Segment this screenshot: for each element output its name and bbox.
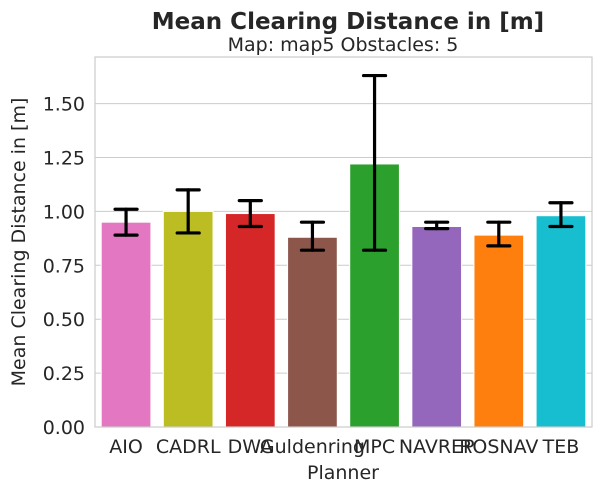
x-tick-label: NAVREP: [399, 436, 475, 458]
chart-title: Mean Clearing Distance in [m]: [152, 9, 544, 35]
y-tick-labels: 0.00 0.25 0.50 0.75 1.00 1.25 1.50: [43, 94, 85, 439]
x-tick-label: AIO: [109, 436, 143, 458]
bar-navrep: [411, 225, 463, 428]
error-bar-rosnav: [486, 220, 512, 248]
bar-cadrl: [162, 210, 214, 428]
plot-frame: [94, 56, 593, 428]
x-tick-label: CADRL: [156, 436, 221, 458]
error-bar-guldenring: [299, 220, 326, 252]
error-bar-teb: [548, 201, 574, 229]
y-tick-label: 1.50: [43, 94, 85, 116]
y-tick-label: 0.75: [43, 255, 85, 277]
x-tick-label: Guldenring: [260, 436, 365, 458]
bar-dwa: [224, 213, 276, 428]
error-bar-cadrl: [175, 188, 201, 235]
x-tick-label: TEB: [542, 436, 580, 458]
y-tick-label: 0.50: [43, 309, 85, 331]
bar-teb: [535, 215, 587, 428]
y-tick-label: 0.00: [43, 417, 85, 439]
y-axis-label: Mean Clearing Distance in [m]: [8, 98, 30, 387]
error-bar-navrep: [424, 220, 450, 231]
bar-rosnav: [473, 234, 525, 428]
bars: [100, 163, 587, 428]
y-tick-label: 1.25: [43, 148, 85, 170]
bar-guldenring: [287, 236, 338, 428]
error-bar-mpc: [361, 73, 388, 252]
bar-aio: [100, 221, 152, 428]
y-tick-label: 0.25: [43, 363, 85, 385]
error-bar-dwa: [237, 199, 263, 229]
chart-subtitle: Map: map5 Obstacles: 5: [228, 34, 459, 56]
x-tick-label: MPC: [354, 436, 395, 458]
x-tick-label: ROSNAV: [459, 436, 538, 458]
x-tick-label: DWA: [228, 436, 273, 458]
x-axis-label: Planner: [307, 462, 379, 484]
error-bars: [113, 73, 574, 252]
error-bar-aio: [113, 207, 139, 237]
y-tick-label: 1.00: [43, 201, 85, 223]
